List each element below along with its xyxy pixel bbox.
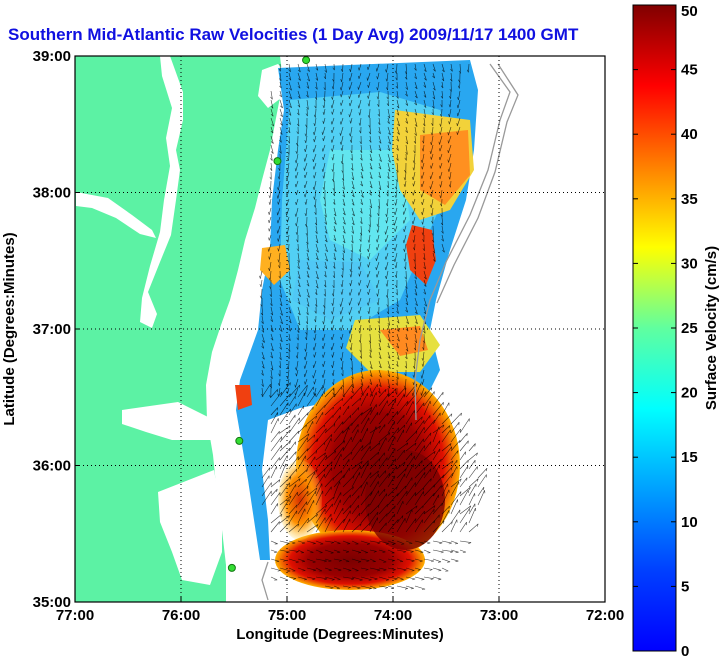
radar-station-marker	[274, 158, 281, 165]
x-tick-label: 73:00	[480, 607, 518, 624]
colorbar-tick-label: 5	[681, 578, 689, 595]
colorbar-tick-label: 20	[681, 385, 698, 402]
map-title: Southern Mid-Atlantic Raw Velocities (1 …	[8, 25, 579, 44]
colorbar-label: Surface Velocity (cm/s)	[703, 246, 720, 410]
x-tick-label: 75:00	[268, 607, 306, 624]
y-tick-label: 35:00	[33, 594, 71, 611]
radar-station-marker	[303, 57, 310, 64]
y-tick-label: 38:00	[33, 185, 71, 202]
radar-station-marker	[228, 564, 235, 571]
colorbar-tick-label: 45	[681, 62, 698, 79]
y-tick-label: 37:00	[33, 321, 71, 338]
x-axis-label: Longitude (Degrees:Minutes)	[236, 626, 444, 643]
x-tick-label: 74:00	[374, 607, 412, 624]
colorbar-tick-label: 25	[681, 320, 698, 337]
colorbar-tick-label: 15	[681, 449, 698, 466]
colorbar-tick-label: 35	[681, 191, 698, 208]
colorbar: 0 5 10 15 20 25 30 35 40 45 50 Surface Velocity (c…	[633, 3, 720, 659]
colorbar-tick-label: 50	[681, 3, 698, 20]
colorbar-tick-label: 0	[681, 643, 689, 659]
colorbar-tick-label: 40	[681, 126, 698, 143]
colorbar-tick-label: 10	[681, 514, 698, 531]
latitude-tick-labels: 39:00 38:00 37:00 36:00 35:00	[33, 48, 71, 611]
x-tick-label: 72:00	[586, 607, 624, 624]
longitude-tick-labels: 77:00 76:00 75:00 74:00 73:00 72:00	[56, 607, 624, 624]
y-tick-label: 39:00	[33, 48, 71, 65]
y-axis-label: Latitude (Degrees:Minutes)	[1, 232, 18, 425]
x-tick-label: 76:00	[162, 607, 200, 624]
radar-station-marker	[236, 437, 243, 444]
y-tick-label: 36:00	[33, 458, 71, 475]
colorbar-gradient	[633, 5, 676, 651]
colorbar-tick-label: 30	[681, 255, 698, 272]
